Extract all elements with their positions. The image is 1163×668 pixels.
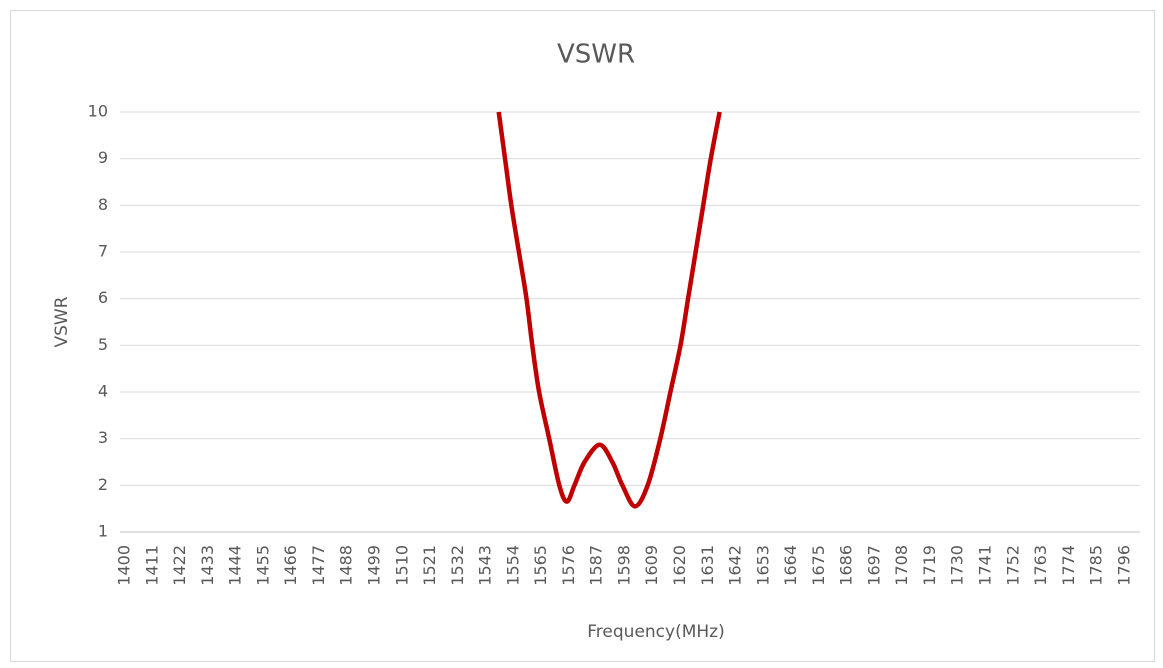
x-tick-label: 1785: [1087, 545, 1106, 586]
x-tick-label: 1741: [975, 545, 994, 586]
y-tick-label: 8: [98, 195, 108, 214]
x-tick-label: 1708: [892, 545, 911, 586]
x-tick-label: 1763: [1031, 545, 1050, 586]
x-tick-label: 1565: [531, 545, 550, 586]
x-tick-label: 1752: [1003, 545, 1022, 586]
x-tick-label: 1609: [642, 545, 661, 586]
y-axis-label: VSWR: [52, 296, 72, 347]
y-tick-label: 3: [98, 428, 108, 447]
x-tick-label: 1433: [198, 545, 217, 586]
x-tick-label: 1499: [365, 545, 384, 586]
x-tick-label: 1543: [476, 545, 495, 586]
x-tick-label: 1576: [559, 545, 578, 586]
x-tick-label: 1642: [726, 545, 745, 586]
y-tick-label: 1: [98, 522, 108, 541]
x-tick-label: 1675: [809, 545, 828, 586]
x-tick-label: 1477: [309, 545, 328, 586]
x-tick-label: 1554: [503, 545, 522, 586]
x-tick-label: 1664: [781, 545, 800, 586]
x-tick-label: 1488: [337, 545, 356, 586]
y-tick-label: 7: [98, 242, 108, 261]
y-tick-label: 9: [98, 148, 108, 167]
chart-border: [10, 10, 1155, 662]
y-tick-label: 2: [98, 475, 108, 494]
x-tick-label: 1444: [226, 545, 245, 586]
x-tick-label: 1774: [1059, 545, 1078, 586]
y-tick-label: 5: [98, 335, 108, 354]
x-tick-label: 1686: [837, 545, 856, 586]
x-tick-label: 1422: [170, 545, 189, 586]
x-tick-label: 1697: [864, 545, 883, 586]
x-tick-label: 1455: [253, 545, 272, 586]
x-tick-label: 1631: [698, 545, 717, 586]
x-tick-label: 1598: [614, 545, 633, 586]
chart-title: VSWR: [557, 40, 635, 70]
x-tick-label: 1719: [920, 545, 939, 586]
x-tick-label: 1653: [753, 545, 772, 586]
x-tick-label: 1400: [115, 545, 134, 586]
x-tick-label: 1521: [420, 545, 439, 586]
x-tick-label: 1730: [948, 545, 967, 586]
x-tick-label: 1796: [1114, 545, 1133, 586]
y-tick-label: 6: [98, 288, 108, 307]
x-axis-label: Frequency(MHz): [587, 622, 724, 642]
data-line: [496, 111, 722, 509]
x-tick-label: 1532: [448, 545, 467, 586]
y-tick-label: 10: [88, 102, 108, 121]
x-tick-label: 1587: [587, 545, 606, 586]
x-tick-label: 1620: [670, 545, 689, 586]
x-tick-label: 1411: [142, 545, 161, 586]
y-tick-label: 4: [98, 382, 108, 401]
x-tick-label: 1510: [392, 545, 411, 586]
x-tick-label: 1466: [281, 545, 300, 586]
